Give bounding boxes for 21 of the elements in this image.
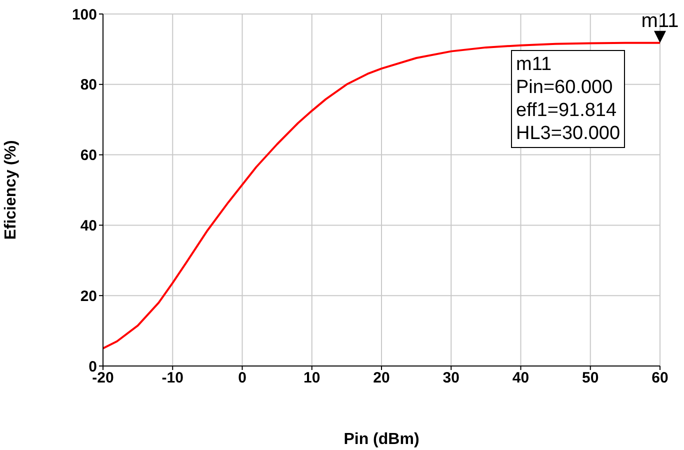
x-tick-label: 0	[238, 370, 246, 387]
x-tick-label: 50	[582, 370, 599, 387]
annotation: eff1=91.814	[516, 99, 618, 122]
y-tick-label: 80	[80, 76, 97, 94]
annotation: m11	[516, 53, 553, 76]
x-axis-title: Pin (dBm)	[344, 431, 420, 448]
x-tick-label: -10	[162, 370, 184, 387]
annotation: m11	[641, 10, 679, 32]
y-axis-title: Eficiency (%)	[2, 140, 20, 240]
x-tick-label: 10	[304, 370, 320, 387]
y-tick-label: 40	[80, 218, 97, 235]
y-tick-label: 100	[72, 6, 97, 24]
y-tick-label: 60	[80, 147, 97, 164]
y-tick-label: 0	[88, 358, 97, 376]
x-tick-label: 40	[512, 370, 530, 387]
y-tick-label: 20	[80, 288, 97, 305]
x-tick-label: 60	[652, 370, 668, 387]
x-tick-label: 20	[373, 370, 390, 387]
annotation: HL3=30.000	[516, 122, 620, 145]
annotation: Pin=60.000	[516, 76, 614, 99]
x-tick-label: 30	[442, 370, 460, 387]
